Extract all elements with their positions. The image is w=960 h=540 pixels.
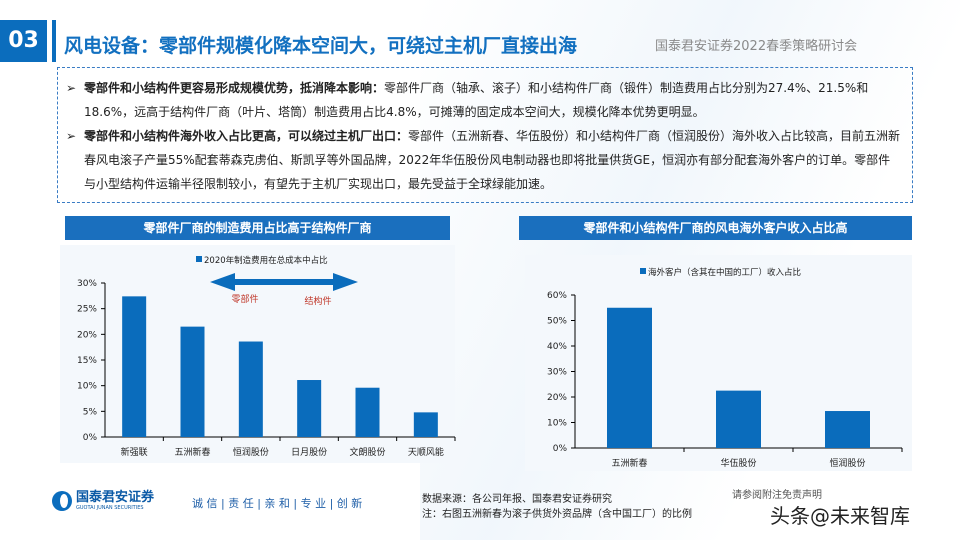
- disclaimer: 请参阅附注免责声明: [732, 490, 822, 501]
- data-source: 数据来源：各公司年报、国泰君安证券研究: [422, 494, 612, 505]
- y-tick-label: 30%: [547, 368, 567, 378]
- bullet-1: ➢ 零部件和小结构件更容易形成规模优势，抵消降本影响：零部件厂商（轴承、滚子）和小…: [66, 76, 901, 124]
- bullet-text: 零部件（五洲新春、华伍股份）和小结构件厂商（恒润股份）海外收入占比较高，目前五洲…: [84, 129, 901, 191]
- bar: [716, 390, 761, 448]
- bullet-2: ➢ 零部件和小结构件海外收入占比更高，可以绕过主机厂出口：零部件（五洲新春、华伍股…: [66, 124, 901, 196]
- bullet-heading: 零部件和小结构件海外收入占比更高，可以绕过主机厂出口：: [84, 129, 409, 143]
- y-tick-label: 10%: [77, 382, 97, 392]
- arrow-bullet-icon: ➢: [66, 129, 77, 143]
- section-number: 03: [0, 20, 47, 62]
- y-tick-label: 60%: [547, 291, 567, 301]
- legend-label: 2020年制造费用在总成本中占比: [204, 255, 328, 266]
- logo-icon: [52, 491, 72, 511]
- y-tick-label: 50%: [547, 317, 567, 327]
- x-tick-label: 日月股份: [291, 446, 327, 458]
- arrow-bullet-icon: ➢: [66, 81, 77, 95]
- legend-swatch: [640, 268, 646, 274]
- y-tick-label: 5%: [83, 407, 98, 417]
- x-tick-label: 五洲新春: [174, 446, 210, 458]
- bar: [413, 412, 438, 437]
- x-tick-label: 华伍股份: [720, 457, 756, 469]
- bullet-text: 零部件厂商（轴承、滚子）和小结构件厂商（锻件）制造费用占比分别为27.4%、21…: [84, 81, 869, 119]
- y-tick-label: 10%: [547, 419, 567, 429]
- title-accent-bar: [52, 20, 56, 62]
- page-title: 风电设备：零部件规模化降本空间大，可绕过主机厂直接出海: [64, 35, 578, 57]
- y-tick-label: 30%: [77, 279, 97, 289]
- legend-label: 海外客户（含其在中国的工厂）收入占比: [648, 267, 801, 278]
- y-tick-label: 0%: [83, 433, 98, 443]
- logo-text: 国泰君安证券: [76, 490, 155, 505]
- bullet-heading: 零部件和小结构件更容易形成规模优势，抵消降本影响：: [84, 81, 385, 95]
- right-chart-title: 零部件和小结构件厂商的风电海外客户收入占比高: [519, 216, 912, 240]
- x-tick-label: 文朗股份: [349, 446, 385, 458]
- bar: [122, 296, 147, 437]
- x-tick-label: 恒润股份: [233, 446, 269, 458]
- y-tick-label: 40%: [547, 342, 567, 352]
- y-tick-label: 20%: [77, 330, 97, 340]
- legend-swatch: [196, 256, 202, 262]
- x-tick-label: 五洲新春: [611, 457, 647, 469]
- y-tick-label: 25%: [77, 305, 97, 315]
- y-tick-label: 15%: [77, 356, 97, 366]
- bar: [607, 307, 652, 448]
- y-tick-label: 0%: [553, 444, 568, 454]
- slogan: 诚 信 | 责 任 | 亲 和 | 专 业 | 创 新: [192, 497, 363, 510]
- logo-english: GUOTAI JUNAN SECURITIES: [76, 505, 144, 511]
- page-subtitle: 国泰君安证券2022春季策略研讨会: [655, 39, 858, 54]
- footer-logo: 国泰君安证券 GUOTAI JUNAN SECURITIES: [52, 491, 154, 511]
- bar: [297, 380, 322, 437]
- summary-box: [57, 67, 913, 203]
- bar: [825, 411, 870, 448]
- watermark: 头条@未来智库: [770, 504, 910, 528]
- bar: [238, 341, 263, 437]
- bar: [180, 326, 205, 437]
- x-tick-label: 恒润股份: [829, 457, 865, 469]
- double-arrow-icon: [210, 273, 358, 291]
- y-tick-label: 20%: [547, 393, 567, 403]
- annotation-label: 结构件: [304, 295, 331, 307]
- chart-note: 注：右图五洲新春为滚子供货外资品牌（含中国工厂）的比例: [422, 509, 692, 520]
- x-tick-label: 天顺风能: [408, 446, 444, 458]
- left-chart-title: 零部件厂商的制造费用占比高于结构件厂商: [65, 216, 450, 240]
- x-tick-label: 新强联: [121, 446, 148, 458]
- bar: [355, 387, 380, 437]
- annotation-label: 零部件: [231, 293, 258, 305]
